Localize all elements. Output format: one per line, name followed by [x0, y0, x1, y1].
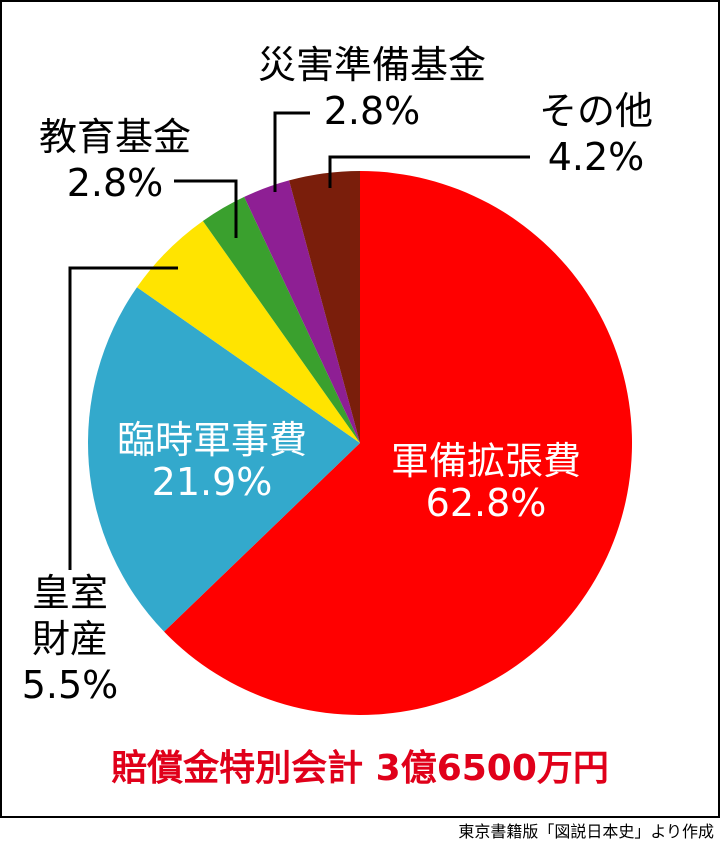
source-note: 東京書籍版「図説日本史」より作成: [458, 822, 714, 841]
slice-disaster-fund: [244, 180, 360, 444]
slice-military-expansion: [164, 171, 633, 715]
label-imperial-property-line2: 財産: [32, 617, 108, 661]
label-military-expansion: 軍備拡張費: [391, 439, 581, 483]
value-education-fund: 2.8%: [67, 161, 164, 205]
slice-other: [289, 171, 360, 443]
pie-slices: [88, 171, 633, 715]
label-education-fund: 教育基金: [39, 115, 191, 159]
label-other: その他: [539, 89, 653, 133]
label-imperial-property-line1: 皇室: [32, 571, 108, 615]
value-imperial-property: 5.5%: [22, 663, 119, 707]
leader-line-imperial: [68, 266, 178, 570]
label-disaster-fund: 災害準備基金: [258, 43, 486, 87]
leader-line-other: [328, 155, 530, 188]
slice-education-fund: [202, 196, 360, 443]
leader-line-disaster: [273, 111, 310, 192]
value-temporary-military: 21.9%: [152, 460, 273, 504]
value-military-expansion: 62.8%: [426, 481, 547, 525]
chart-footer-total: 賠償金特別会計 3億6500万円: [111, 747, 609, 789]
pie-chart: 軍備拡張費 62.8% 臨時軍事費 21.9% 災害準備基金 2.8% 教育基金…: [22, 43, 653, 789]
value-disaster-fund: 2.8%: [324, 89, 421, 133]
label-temporary-military: 臨時軍事費: [117, 418, 307, 462]
value-other: 4.2%: [548, 135, 645, 179]
leader-line-education: [174, 179, 238, 238]
slice-temporary-military: [88, 287, 361, 632]
slice-imperial-property: [136, 220, 360, 443]
